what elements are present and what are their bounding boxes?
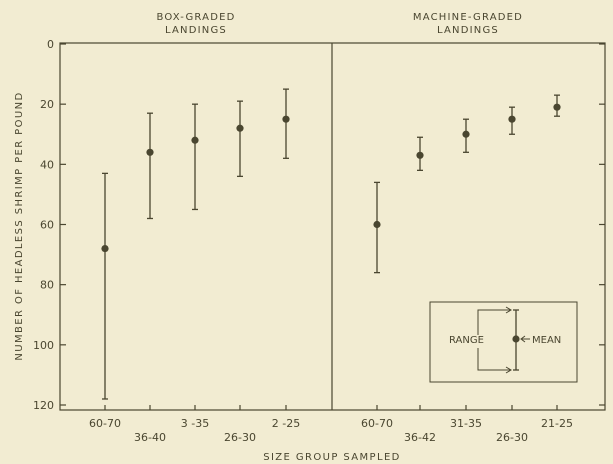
panel-2-point-4-mean-dot (508, 115, 516, 123)
panel-1-point-5-mean-dot (282, 115, 290, 123)
panel-2-title-line-2: LANDINGS (437, 25, 499, 36)
panel-1-point-4-x-label: 26-30 (224, 431, 256, 444)
panel-1-point-5-x-label: 2 -25 (272, 417, 300, 430)
legend-range-arrow-bottom (477, 348, 510, 371)
panel-1-point-2-x-label: 36-40 (134, 431, 166, 444)
legend-box (429, 301, 578, 383)
y-tick-label-60: 60 (40, 219, 54, 232)
y-tick-label-0: 0 (47, 38, 54, 51)
panel-1-point-1-mean-dot (101, 244, 109, 253)
panel-2-point-1-x-label: 60-70 (361, 417, 393, 430)
legend-range-arrow-top (477, 309, 510, 335)
legend-mean-arrowhead (520, 335, 526, 343)
panel-1-point-4-mean-dot (236, 124, 244, 132)
legend-mean-label: MEAN (532, 335, 561, 346)
panel-1-point-3-x-label: 3 -35 (181, 417, 209, 430)
y-tick-label-80: 80 (40, 279, 54, 292)
panel-2-point-5-mean-dot (553, 103, 561, 111)
panel-1-point-3-mean-dot (191, 136, 199, 144)
legend-range-arrowhead-top (505, 306, 512, 314)
panel-2-point-2-x-label: 36-42 (404, 431, 436, 444)
panel-1-point-1-x-label: 60-70 (89, 417, 121, 430)
panel-1-title-line-1: BOX-GRADED (156, 12, 235, 23)
legend-range-label: RANGE (449, 335, 484, 346)
panel-2-point-5-x-label: 21-25 (541, 417, 573, 430)
panel-2-point-3-mean-dot (462, 130, 470, 138)
panel-2-title-line-1: MACHINE-GRADED (413, 12, 523, 23)
legend-mean-dot (512, 335, 520, 343)
y-axis-title: NUMBER OF HEADLESS SHRIMP PER POUND (14, 91, 25, 360)
panel-2-point-2-mean-dot (416, 151, 424, 159)
panel-2-point-1-mean-dot (373, 220, 381, 229)
x-axis-title: SIZE GROUP SAMPLED (263, 452, 401, 463)
y-tick-label-120: 120 (33, 399, 54, 412)
panel-2-point-4-x-label: 26-30 (496, 431, 528, 444)
panel-2-point-3-x-label: 31-35 (450, 417, 482, 430)
y-tick-label-100: 100 (33, 339, 54, 352)
panel-1-point-2-mean-dot (146, 148, 154, 156)
legend-range-arrowhead-bottom (505, 366, 512, 374)
chart-marks: 0 20 40 60 80 100 120 60-70 36-40 3 -35 26-30 2 -25… (33, 38, 605, 444)
y-tick-label-20: 20 (40, 98, 54, 111)
panel-1-title-line-2: LANDINGS (165, 25, 227, 36)
y-tick-label-40: 40 (40, 158, 54, 171)
legend: RANGE MEAN (429, 301, 578, 383)
